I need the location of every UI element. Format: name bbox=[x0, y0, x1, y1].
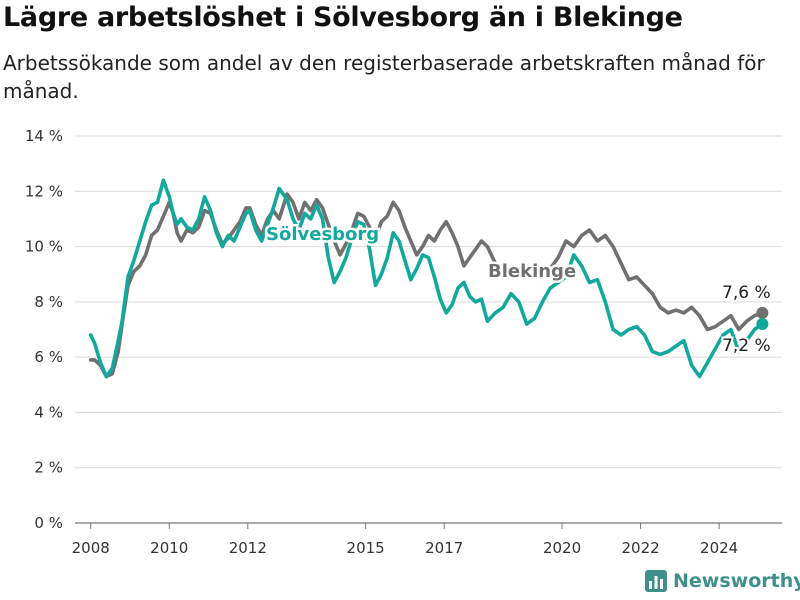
y-tick-label: 6 % bbox=[34, 348, 63, 366]
x-tick-label: 2008 bbox=[72, 539, 110, 557]
x-tick-label: 2022 bbox=[622, 539, 660, 557]
x-tick-label: 2012 bbox=[229, 539, 267, 557]
brand-name: Newsworthy bbox=[673, 570, 800, 592]
series-lines bbox=[88, 178, 769, 379]
y-axis-ticks: 0 % 2 % 4 % 6 % 8 % 10 % 12 % 14 % bbox=[25, 127, 63, 532]
chart-subtitle: Arbetssökande som andel av den registerb… bbox=[3, 51, 765, 103]
y-tick-label: 14 % bbox=[25, 127, 63, 145]
series-line-solvesborg bbox=[88, 178, 765, 379]
y-tick-label: 12 % bbox=[25, 182, 63, 200]
end-label-blekinge: 7,6 % bbox=[722, 283, 771, 303]
x-tick-label: 2010 bbox=[150, 539, 188, 557]
y-tick-label: 0 % bbox=[34, 514, 63, 532]
y-tick-label: 8 % bbox=[34, 293, 63, 311]
gridlines bbox=[75, 135, 782, 524]
bar-chart-icon bbox=[645, 570, 667, 592]
x-axis-ticks: 2008 2010 2012 2015 2017 2020 2022 2024 bbox=[72, 523, 738, 557]
series-label-solvesborg: Sölvesborg bbox=[266, 224, 379, 245]
y-tick-label: 2 % bbox=[34, 459, 63, 477]
series-endpoint-solvesborg bbox=[756, 317, 769, 330]
end-label-solvesborg: 7,2 % bbox=[722, 336, 771, 356]
series-label-blekinge: Blekinge bbox=[488, 261, 576, 282]
series-endpoint-blekinge bbox=[756, 306, 769, 319]
x-tick-label: 2020 bbox=[543, 539, 581, 557]
chart-title: Lägre arbetslöshet i Sölvesborg än i Ble… bbox=[3, 2, 683, 33]
series-line-blekinge bbox=[88, 192, 765, 379]
x-tick-label: 2017 bbox=[425, 539, 463, 557]
x-tick-label: 2015 bbox=[347, 539, 385, 557]
x-tick-label: 2024 bbox=[700, 539, 738, 557]
y-tick-label: 4 % bbox=[34, 403, 63, 421]
brand-logo: Newsworthy bbox=[645, 570, 800, 592]
y-tick-label: 10 % bbox=[25, 238, 63, 256]
